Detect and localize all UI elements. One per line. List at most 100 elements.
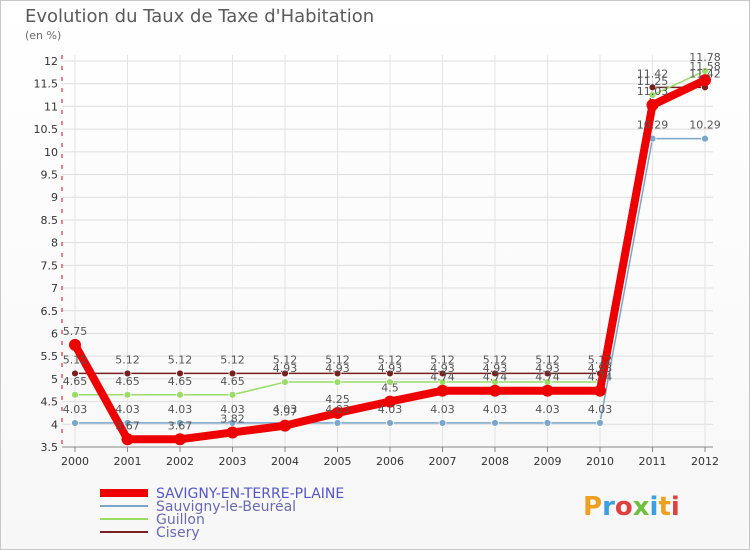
data-label: 11.78 bbox=[689, 51, 721, 64]
data-label: 5.12 bbox=[168, 353, 193, 366]
legend-label: Guillon bbox=[156, 512, 205, 528]
data-point bbox=[123, 390, 132, 399]
data-point bbox=[333, 369, 342, 378]
data-label: 5.12 bbox=[325, 353, 350, 366]
x-tick-label: 2012 bbox=[691, 455, 719, 468]
x-tick-label: 2010 bbox=[586, 455, 614, 468]
data-point bbox=[386, 419, 394, 427]
data-label: 4.03 bbox=[588, 403, 613, 416]
data-point bbox=[699, 74, 711, 87]
data-label: 5.75 bbox=[63, 325, 88, 338]
data-point bbox=[386, 378, 394, 386]
data-point bbox=[281, 378, 289, 386]
x-tick-label: 2002 bbox=[166, 455, 194, 468]
data-labels-layer: 5.12 5.12 5.12 5.12 5.12 5.12 5.12 5.12 5.12 5.12… bbox=[63, 51, 721, 432]
y-tick-label: 10.5 bbox=[34, 123, 59, 136]
data-label: 5.12 bbox=[63, 353, 88, 366]
logo-letter: i bbox=[650, 492, 659, 522]
data-point bbox=[438, 369, 447, 378]
logo-letter: o bbox=[615, 492, 633, 522]
y-tick-label: 11.5 bbox=[34, 78, 59, 91]
data-point bbox=[71, 390, 79, 399]
data-label: 3.67 bbox=[168, 419, 193, 432]
data-label: 3.67 bbox=[115, 419, 140, 432]
x-tick-label: 2006 bbox=[376, 455, 404, 468]
legend-label: SAVIGNY-EN-TERRE-PLAINE bbox=[156, 486, 344, 502]
x-tick-label: 2004 bbox=[271, 455, 299, 468]
data-point bbox=[543, 369, 552, 378]
data-point bbox=[331, 406, 344, 419]
x-tick-label: 2007 bbox=[429, 455, 457, 468]
proxiti-logo-text: Proxiti bbox=[583, 492, 680, 522]
y-tick-label: 4.5 bbox=[41, 396, 59, 409]
data-point bbox=[438, 419, 447, 427]
data-point bbox=[123, 369, 132, 378]
axes: 3.5 4 4.5 5 5.5 6 6.5 7 7.5 8 8.5 9 9.5 10 10.5 11 11.5 1… bbox=[34, 55, 719, 468]
y-tick-label: 7.5 bbox=[41, 259, 59, 272]
logo-letter: r bbox=[602, 492, 615, 522]
x-tick-label: 2009 bbox=[534, 455, 562, 468]
data-point bbox=[279, 419, 291, 432]
data-label: 4.93 bbox=[483, 362, 508, 375]
data-label: 5.12 bbox=[483, 353, 508, 366]
data-label: 4.93 bbox=[378, 362, 403, 375]
logo-letter: i bbox=[671, 492, 680, 522]
proxiti-logo: Proxiti bbox=[583, 492, 680, 522]
logo-letter: t bbox=[658, 492, 670, 522]
y-tick-label: 4 bbox=[51, 418, 58, 431]
x-tick-label: 2005 bbox=[324, 455, 352, 468]
data-label: 4.03 bbox=[430, 403, 455, 416]
data-label: 10.29 bbox=[689, 119, 721, 132]
data-label: 4.03 bbox=[115, 403, 140, 416]
data-label: 4.03 bbox=[535, 403, 560, 416]
data-point bbox=[541, 384, 554, 397]
data-label: 4.03 bbox=[378, 403, 403, 416]
logo-letter: P bbox=[583, 492, 602, 522]
data-point bbox=[596, 419, 604, 427]
data-point bbox=[436, 384, 449, 397]
data-label: 4.65 bbox=[220, 375, 245, 388]
data-label: 4.65 bbox=[115, 375, 140, 388]
data-label: 4.5 bbox=[381, 382, 399, 395]
data-label: 4.03 bbox=[63, 403, 88, 416]
data-point bbox=[123, 419, 132, 427]
data-label: 5.12 bbox=[115, 353, 140, 366]
data-label: 4.25 bbox=[325, 393, 350, 406]
data-point bbox=[176, 419, 184, 427]
data-label: 5.12 bbox=[273, 353, 298, 366]
x-tick-label: 2008 bbox=[481, 455, 509, 468]
data-point bbox=[228, 390, 237, 399]
data-label: 11.03 bbox=[637, 85, 669, 98]
y-tick-label: 6.5 bbox=[41, 305, 59, 318]
x-tick-label: 2001 bbox=[114, 455, 142, 468]
data-label: 4.74 bbox=[588, 371, 613, 384]
data-point bbox=[333, 378, 342, 386]
data-label: 4.93 bbox=[588, 362, 613, 375]
y-tick-label: 9 bbox=[51, 191, 58, 204]
data-label: 10.29 bbox=[637, 119, 669, 132]
data-point bbox=[228, 419, 237, 427]
y-tick-label: 10 bbox=[44, 146, 58, 159]
data-label: 11.58 bbox=[689, 60, 721, 73]
legend: SAVIGNY-EN-TERRE-PLAINESauvigny-le-Beuré… bbox=[100, 486, 344, 541]
y-tick-label: 11 bbox=[44, 100, 58, 113]
y-tick-label: 5.5 bbox=[41, 350, 59, 363]
legend-label: Sauvigny-le-Beuréal bbox=[156, 499, 296, 515]
data-point bbox=[174, 433, 186, 446]
data-label: 4.74 bbox=[430, 371, 455, 384]
data-point bbox=[384, 395, 396, 408]
x-tick-label: 2003 bbox=[219, 455, 247, 468]
data-label: 4.03 bbox=[220, 403, 245, 416]
data-label: 4.74 bbox=[535, 371, 560, 384]
data-label: 4.03 bbox=[273, 403, 298, 416]
legend-label: Cisery bbox=[156, 525, 200, 541]
chart-subtitle: (en %) bbox=[25, 29, 62, 42]
data-label: 4.93 bbox=[430, 362, 455, 375]
data-point bbox=[226, 426, 239, 439]
data-label: 4.93 bbox=[535, 362, 560, 375]
data-point bbox=[648, 83, 657, 92]
y-tick-label: 8.5 bbox=[41, 214, 59, 227]
data-label: 5.12 bbox=[430, 353, 455, 366]
data-label: 3.97 bbox=[273, 406, 298, 419]
